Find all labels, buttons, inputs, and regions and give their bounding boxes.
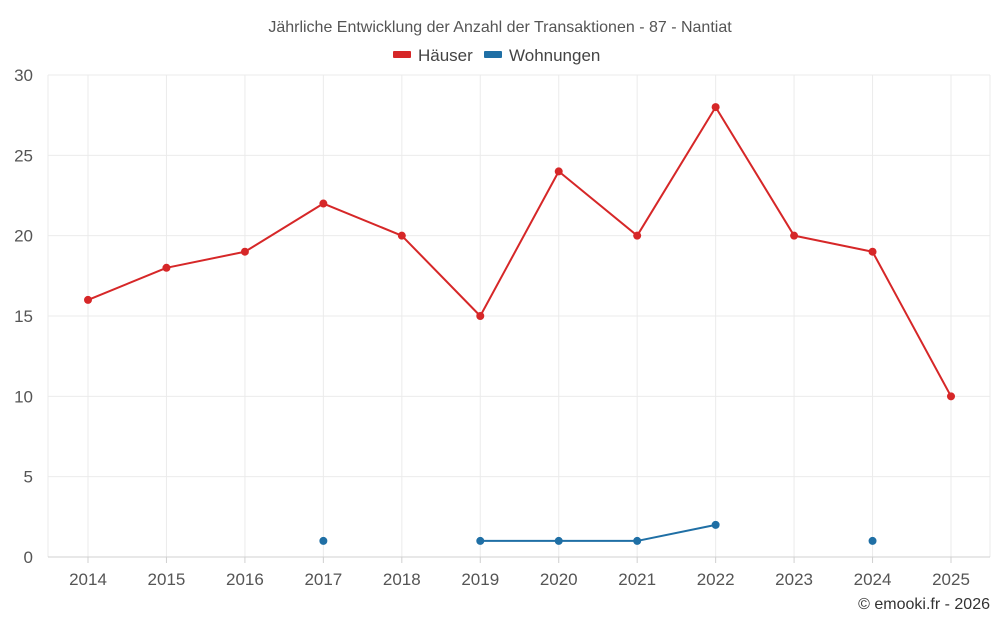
legend-swatch-wohnungen bbox=[484, 51, 502, 58]
x-tick-label: 2021 bbox=[618, 570, 656, 589]
series-line-wohnungen bbox=[480, 523, 716, 542]
x-tick-label: 2014 bbox=[69, 570, 107, 589]
data-point-wohnungen[interactable] bbox=[711, 520, 720, 529]
data-point-wohnungen[interactable] bbox=[319, 536, 328, 545]
legend: Häuser Wohnungen bbox=[393, 46, 600, 65]
data-point-haeuser[interactable] bbox=[868, 247, 877, 256]
x-tick-label: 2024 bbox=[854, 570, 892, 589]
credit-text: © emooki.fr - 2026 bbox=[858, 596, 990, 613]
legend-label-wohnungen: Wohnungen bbox=[509, 46, 600, 65]
data-point-wohnungen[interactable] bbox=[868, 536, 877, 545]
y-tick-label: 25 bbox=[14, 146, 33, 165]
data-point-haeuser[interactable] bbox=[397, 231, 406, 240]
data-point-haeuser[interactable] bbox=[162, 263, 171, 272]
x-tick-label: 2022 bbox=[697, 570, 735, 589]
data-point-haeuser[interactable] bbox=[476, 312, 485, 320]
data-point-haeuser[interactable] bbox=[633, 231, 642, 240]
y-tick-label: 15 bbox=[14, 307, 33, 326]
data-point-haeuser[interactable] bbox=[790, 231, 799, 240]
series-haeuser bbox=[84, 103, 955, 401]
x-tick-label: 2025 bbox=[932, 570, 970, 589]
series-wohnungen bbox=[319, 520, 877, 545]
y-tick-label: 5 bbox=[24, 468, 33, 487]
y-tick-label: 10 bbox=[14, 387, 33, 406]
x-tick-label: 2018 bbox=[383, 570, 421, 589]
grid bbox=[47, 74, 991, 557]
data-point-haeuser[interactable] bbox=[947, 392, 955, 401]
data-point-haeuser[interactable] bbox=[319, 199, 328, 208]
series-line-haeuser bbox=[87, 106, 952, 397]
x-tick-label: 2019 bbox=[461, 570, 499, 589]
data-point-haeuser[interactable] bbox=[240, 247, 249, 256]
x-tick-label: 2017 bbox=[304, 570, 342, 589]
chart-title: Jährliche Entwicklung der Anzahl der Tra… bbox=[268, 19, 732, 36]
data-point-haeuser[interactable] bbox=[711, 103, 720, 112]
series bbox=[84, 103, 955, 545]
legend-label-haeuser: Häuser bbox=[418, 46, 473, 65]
y-tick-label: 30 bbox=[14, 66, 33, 85]
data-point-haeuser[interactable] bbox=[554, 167, 563, 176]
data-point-wohnungen[interactable] bbox=[476, 536, 485, 545]
legend-item-haeuser[interactable]: Häuser bbox=[393, 46, 473, 65]
data-point-wohnungen[interactable] bbox=[633, 536, 642, 545]
y-tick-label: 0 bbox=[24, 548, 33, 567]
x-tick-label: 2015 bbox=[148, 570, 186, 589]
x-tick-label: 2016 bbox=[226, 570, 264, 589]
data-point-haeuser[interactable] bbox=[84, 295, 92, 304]
x-tick-label: 2020 bbox=[540, 570, 578, 589]
x-tick-label: 2023 bbox=[775, 570, 813, 589]
legend-item-wohnungen[interactable]: Wohnungen bbox=[484, 46, 600, 65]
legend-swatch-haeuser bbox=[393, 51, 411, 58]
data-point-wohnungen[interactable] bbox=[554, 536, 563, 545]
y-tick-label: 20 bbox=[14, 227, 33, 246]
